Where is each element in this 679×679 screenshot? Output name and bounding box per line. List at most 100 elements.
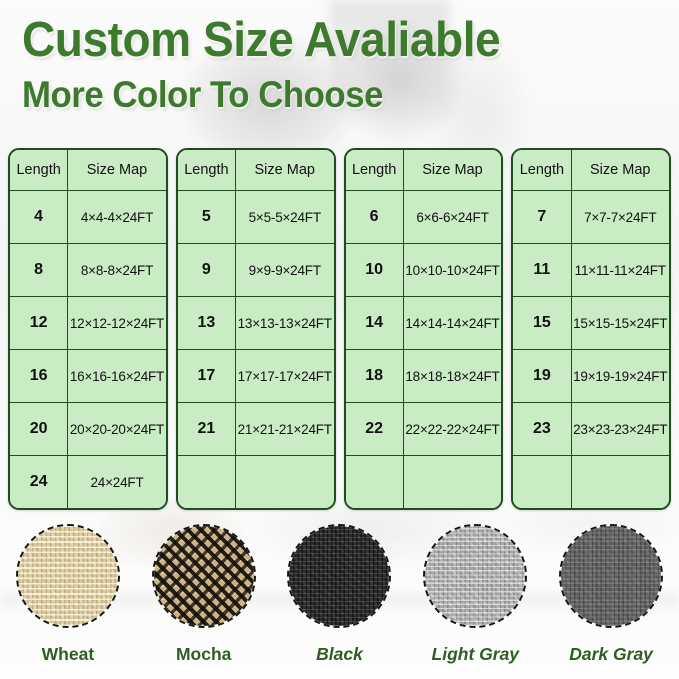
cell-size-map: 7×7-7×24FT	[570, 190, 669, 244]
cell-size-map: 14×14-14×24FT	[402, 296, 502, 350]
column-header-size-map: Size Map	[402, 150, 502, 191]
cell-length: 16	[10, 349, 69, 403]
cell-size-map: 13×13-13×24FT	[235, 296, 334, 350]
table-row	[177, 455, 334, 508]
color-swatch-wheat[interactable]: Wheat	[0, 524, 136, 665]
cell-length: 11	[513, 243, 572, 297]
table-row: 24 24×24FT	[10, 455, 166, 508]
swatch-circle	[151, 524, 256, 628]
color-swatch-light-gray[interactable]: Light Gray	[407, 524, 543, 665]
table-row: 6 6×6-6×24FT	[345, 190, 502, 244]
cell-size-map: 24×24FT	[67, 455, 166, 508]
cell-size-map: 6×6-6×24FT	[402, 190, 502, 244]
cell-size-map: 4×4-4×24FT	[67, 190, 166, 244]
size-tables-row: Length Size Map 4 4×4-4×24FT 8 8×8-8×24FT 12 12…	[8, 148, 671, 510]
table-row: 5 5×5-5×24FT	[177, 190, 334, 244]
swatch-circle	[559, 524, 664, 628]
cell-size-map	[570, 455, 669, 508]
color-swatch-mocha[interactable]: Mocha	[136, 524, 272, 665]
color-swatch-dark-gray[interactable]: Dark Gray	[543, 524, 679, 665]
table-header-row: Length Size Map	[177, 150, 334, 191]
fabric-texture	[561, 526, 662, 626]
headline-secondary: More Color To Choose	[22, 74, 383, 115]
table-row	[513, 455, 669, 508]
table-row: 13 13×13-13×24FT	[177, 296, 334, 350]
table-header-row: Length Size Map	[513, 150, 669, 191]
table-row: 15 15×15-15×24FT	[513, 296, 669, 350]
cell-length: 12	[10, 296, 69, 350]
cell-length: 22	[345, 402, 404, 456]
cell-size-map: 17×17-17×24FT	[235, 349, 334, 403]
cell-length: 24	[10, 455, 69, 508]
fabric-texture	[425, 526, 526, 626]
cell-size-map: 21×21-21×24FT	[235, 402, 334, 456]
column-header-size-map: Size Map	[570, 150, 669, 191]
column-header-length: Length	[177, 150, 236, 191]
cell-length: 18	[345, 349, 404, 403]
table-header-row: Length Size Map	[10, 150, 166, 191]
cell-length: 14	[345, 296, 404, 350]
table-row: 7 7×7-7×24FT	[513, 190, 669, 244]
cell-length: 15	[513, 296, 572, 350]
cell-length: 8	[10, 243, 69, 297]
table-row: 19 19×19-19×24FT	[513, 349, 669, 403]
table-row: 20 20×20-20×24FT	[10, 402, 166, 456]
cell-size-map: 5×5-5×24FT	[235, 190, 334, 244]
swatch-label: Light Gray	[431, 644, 520, 664]
column-header-size-map: Size Map	[235, 150, 334, 191]
column-header-length: Length	[345, 150, 404, 191]
fabric-texture	[289, 526, 390, 626]
headline-primary: Custom Size Avaliable	[22, 13, 501, 67]
cell-length	[345, 455, 404, 508]
cell-size-map: 12×12-12×24FT	[67, 296, 166, 350]
cell-size-map: 23×23-23×24FT	[570, 402, 669, 456]
cell-size-map: 15×15-15×24FT	[570, 296, 669, 350]
cell-length: 9	[177, 243, 236, 297]
swatch-label: Dark Gray	[569, 644, 653, 664]
cell-length: 7	[513, 190, 572, 244]
fabric-texture	[17, 526, 118, 626]
table-header-row: Length Size Map	[345, 150, 502, 191]
cell-size-map	[235, 455, 334, 508]
table-row	[345, 455, 502, 508]
cell-size-map: 18×18-18×24FT	[402, 349, 502, 403]
table-row: 9 9×9-9×24FT	[177, 243, 334, 297]
cell-size-map	[402, 455, 502, 508]
column-header-size-map: Size Map	[67, 150, 166, 191]
cell-length: 10	[345, 243, 404, 297]
color-swatch-row: Wheat Mocha Black Light Gray Dark Gray	[0, 524, 679, 665]
table-row: 11 11×11-11×24FT	[513, 243, 669, 297]
table-row: 14 14×14-14×24FT	[345, 296, 502, 350]
cell-length: 6	[345, 190, 404, 244]
cell-length: 21	[177, 402, 236, 456]
swatch-label: Wheat	[41, 644, 95, 664]
table-row: 18 18×18-18×24FT	[345, 349, 502, 403]
cell-length: 20	[10, 402, 69, 456]
column-header-length: Length	[513, 150, 572, 191]
table-row: 10 10×10-10×24FT	[345, 243, 502, 297]
swatch-circle	[15, 524, 120, 628]
headline-block: Custom Size Avaliable More Color To Choo…	[22, 13, 662, 115]
table-row: 12 12×12-12×24FT	[10, 296, 166, 350]
cell-length: 5	[177, 190, 236, 244]
color-swatch-black[interactable]: Black	[272, 524, 408, 665]
cell-size-map: 16×16-16×24FT	[67, 349, 166, 403]
size-table-1: Length Size Map 4 4×4-4×24FT 8 8×8-8×24FT 12 12…	[8, 148, 168, 510]
cell-size-map: 22×22-22×24FT	[402, 402, 502, 456]
cell-length	[177, 455, 236, 508]
cell-length: 13	[177, 296, 236, 350]
column-header-length: Length	[10, 150, 69, 191]
size-table-3: Length Size Map 6 6×6-6×24FT 10 10×10-10×24FT…	[343, 148, 504, 510]
table-row: 16 16×16-16×24FT	[10, 349, 166, 403]
size-table-2: Length Size Map 5 5×5-5×24FT 9 9×9-9×24FT 13 13…	[175, 148, 336, 510]
table-row: 8 8×8-8×24FT	[10, 243, 166, 297]
cell-size-map: 10×10-10×24FT	[402, 243, 502, 297]
swatch-label: Black	[316, 644, 363, 664]
cell-size-map: 8×8-8×24FT	[67, 243, 166, 297]
cell-size-map: 11×11-11×24FT	[570, 243, 669, 297]
cell-size-map: 9×9-9×24FT	[235, 243, 334, 297]
cell-length: 17	[177, 349, 236, 403]
table-row: 17 17×17-17×24FT	[177, 349, 334, 403]
table-row: 22 22×22-22×24FT	[345, 402, 502, 456]
